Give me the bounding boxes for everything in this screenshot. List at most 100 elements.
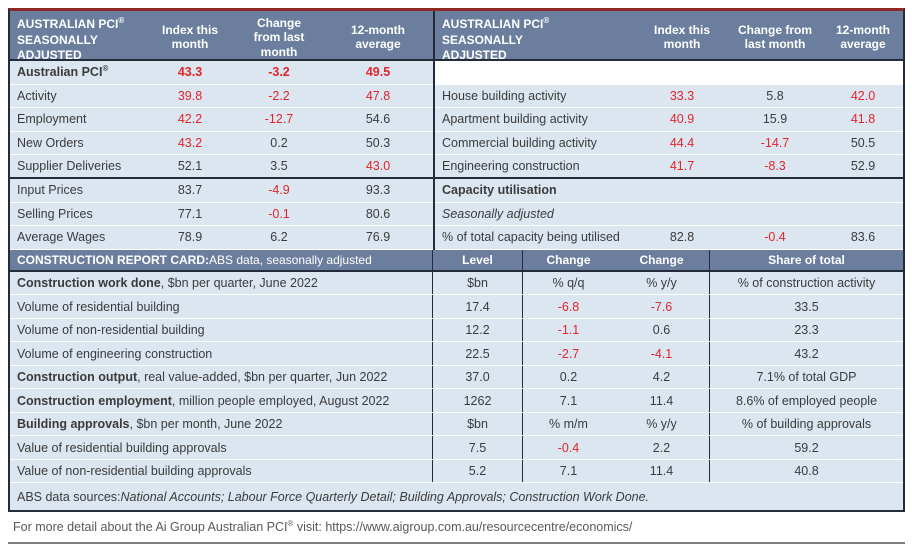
value-cell: 7.1 <box>522 389 614 412</box>
table-row-selling-prices: Selling Prices 77.1 -0.1 80.6 <box>10 202 433 227</box>
value-cell: 43.2 <box>177 136 203 151</box>
table-row-seasonally-adjusted: Seasonally adjusted <box>435 202 903 227</box>
unit-cell: % y/y <box>646 417 677 431</box>
pci-right-header-title: AUSTRALIAN PCI® SEASONALLY ADJUSTED <box>442 16 550 63</box>
value-cell: 0.2 <box>522 365 614 389</box>
value-cell: 83.7 <box>177 183 203 198</box>
value-cell: -6.8 <box>522 295 614 318</box>
row-label: Value of residential building approvals <box>17 440 227 455</box>
value-cell: 2.2 <box>652 440 671 455</box>
value-cell: -3.2 <box>268 65 290 80</box>
column-header-share-of-total: Share of total <box>709 249 903 270</box>
value-cell: 43.0 <box>365 159 391 174</box>
value-cell: 93.3 <box>365 183 391 198</box>
column-header-12-month-average: 12-month average <box>351 23 405 52</box>
row-label: Selling Prices <box>17 206 93 221</box>
table-row-residential-approvals: Value of residential building approvals … <box>10 436 903 460</box>
value-cell: -14.7 <box>760 136 790 151</box>
column-header-change-from-last-month: Change from last month <box>253 15 305 59</box>
pci-right-table: AUSTRALIAN PCI® SEASONALLY ADJUSTED Inde… <box>435 11 903 250</box>
report-card-title: CONSTRUCTION REPORT CARD: ABS data, seas… <box>17 252 372 267</box>
row-label: % of total capacity being utilised <box>442 230 620 245</box>
pci-right-header: AUSTRALIAN PCI® SEASONALLY ADJUSTED Inde… <box>435 11 903 63</box>
value-cell: 76.9 <box>365 230 391 245</box>
abs-data-sources-row: ABS data sources: National Accounts; Lab… <box>10 483 903 511</box>
table-row-employment: Employment 42.2 -12.7 54.6 <box>10 108 433 132</box>
table-row-average-wages: Average Wages 78.9 6.2 76.9 <box>10 226 433 250</box>
table-row-volume-residential: Volume of residential building 17.4 -6.8… <box>10 295 903 319</box>
value-cell: 0.2 <box>270 136 288 151</box>
value-cell: 41.7 <box>669 159 695 174</box>
table-row-supplier-deliveries: Supplier Deliveries 52.1 3.5 43.0 <box>10 155 433 179</box>
unit-cell: % of building approvals <box>709 412 903 436</box>
value-cell: 12.2 <box>432 318 522 342</box>
unit-cell: % y/y <box>646 276 677 290</box>
table-divider <box>433 11 435 250</box>
value-cell: 77.1 <box>177 206 203 221</box>
row-label: Activity <box>17 88 57 103</box>
column-header-change-1: Change <box>522 249 614 270</box>
row-label: Input Prices <box>17 183 84 198</box>
value-cell: -0.4 <box>764 230 786 245</box>
table-row-input-prices: Input Prices 83.7 -4.9 93.3 <box>10 178 433 203</box>
value-cell: 42.2 <box>177 112 203 127</box>
value-cell: 8.6% of employed people <box>709 389 903 412</box>
value-cell: 82.8 <box>669 230 695 245</box>
table-row-new-orders: New Orders 43.2 0.2 50.3 <box>10 131 433 156</box>
table-row-blank <box>435 61 903 85</box>
value-cell: 80.6 <box>365 206 391 221</box>
value-cell: 49.5 <box>365 65 391 80</box>
value-cell: -4.9 <box>268 183 290 198</box>
pci-left-table: AUSTRALIAN PCI® SEASONALLY ADJUSTED Inde… <box>10 11 433 250</box>
row-label: Average Wages <box>17 230 106 245</box>
table-row-non-residential-approvals: Value of non-residential building approv… <box>10 459 903 484</box>
table-row-house-building-activity: House building activity 33.3 5.8 42.0 <box>435 84 903 109</box>
row-label: Volume of engineering construction <box>17 346 213 361</box>
table-row-australian-pci: Australian PCI® 43.3 -3.2 49.5 <box>10 61 433 85</box>
unit-cell: % m/m <box>522 412 614 436</box>
row-label: Construction work done, $bn per quarter,… <box>17 276 318 290</box>
value-cell: 54.6 <box>365 112 391 127</box>
value-cell: -1.1 <box>522 318 614 342</box>
column-header-index-this-month: Index this month <box>653 23 710 52</box>
value-cell: 11.4 <box>649 464 674 478</box>
value-cell: -4.1 <box>650 346 673 361</box>
pci-website-url[interactable]: https://www.aigroup.com.au/resourcecentr… <box>325 520 633 534</box>
value-cell: 83.6 <box>850 230 876 245</box>
value-cell: 7.5 <box>432 436 522 459</box>
value-cell: 5.8 <box>766 88 784 103</box>
footer-note: For more detail about the Ai Group Austr… <box>13 518 633 534</box>
value-cell: 59.2 <box>709 436 903 459</box>
value-cell: 39.8 <box>177 88 203 103</box>
value-cell: 37.0 <box>432 365 522 389</box>
column-header-12-month-average: 12-month average <box>836 23 890 52</box>
top-tables: AUSTRALIAN PCI® SEASONALLY ADJUSTED Inde… <box>10 11 903 250</box>
row-label: Employment <box>17 112 87 127</box>
row-label: Construction output, real value-added, $… <box>17 370 388 384</box>
table-row-apartment-building-activity: Apartment building activity 40.9 15.9 41… <box>435 108 903 132</box>
unit-cell: % q/q <box>522 271 614 295</box>
value-cell: 23.3 <box>709 318 903 342</box>
row-label: Construction employment, million people … <box>17 393 390 408</box>
value-cell: 41.8 <box>850 112 876 127</box>
value-cell: 15.9 <box>762 112 788 127</box>
value-cell: 22.5 <box>432 342 522 365</box>
value-cell: 0.6 <box>652 323 671 337</box>
row-label: Apartment building activity <box>442 112 588 127</box>
row-label: Seasonally adjusted <box>442 206 554 221</box>
table-row-volume-non-residential: Volume of non-residential building 12.2 … <box>10 318 903 343</box>
value-cell: 7.1 <box>522 459 614 483</box>
value-cell: -12.7 <box>264 112 294 127</box>
row-label: Australian PCI® <box>17 64 109 80</box>
unit-cell: % of construction activity <box>709 271 903 295</box>
pci-report-table: AUSTRALIAN PCI® SEASONALLY ADJUSTED Inde… <box>8 8 905 513</box>
value-cell: 1262 <box>432 389 522 412</box>
value-cell: -0.1 <box>268 206 290 221</box>
row-label: Engineering construction <box>442 159 580 174</box>
row-label: Volume of non-residential building <box>17 323 205 337</box>
value-cell: 52.1 <box>177 159 203 174</box>
value-cell: 44.4 <box>669 136 695 151</box>
table-row-building-approvals: Building approvals, $bn per month, June … <box>10 412 903 437</box>
table-row-construction-work-done: Construction work done, $bn per quarter,… <box>10 271 903 296</box>
value-cell: 11.4 <box>649 393 674 408</box>
